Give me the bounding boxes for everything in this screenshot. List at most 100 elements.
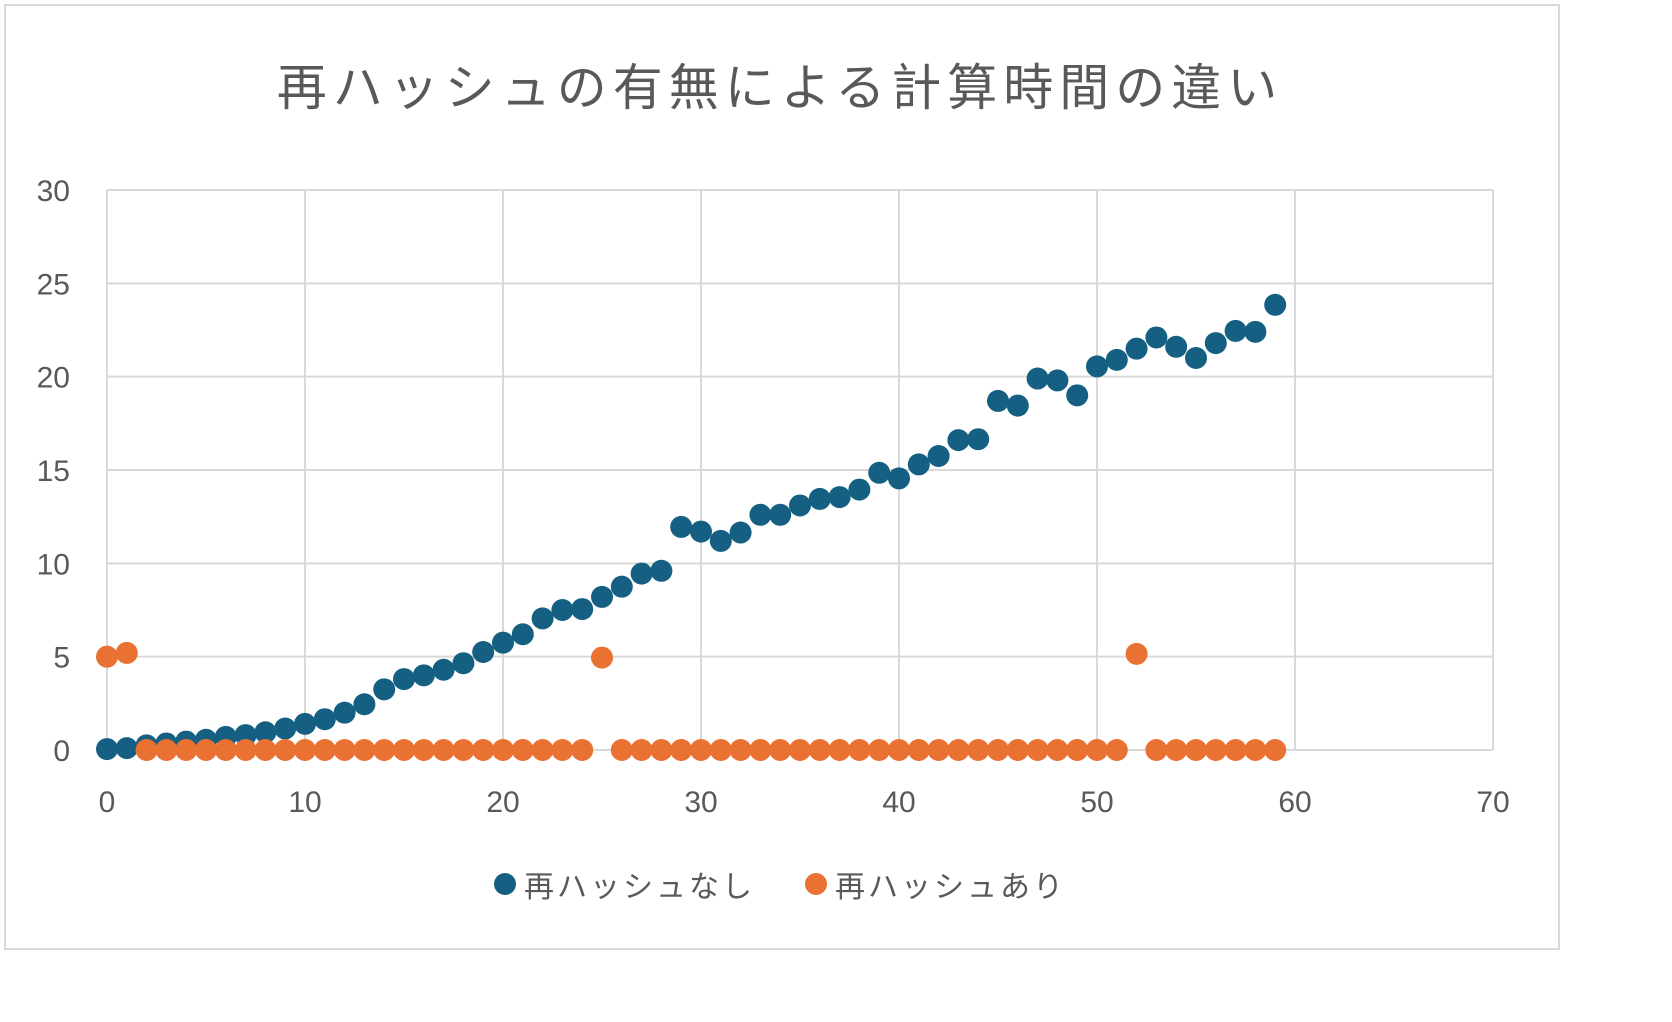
data-point-series-1 (828, 486, 851, 509)
data-point-series-1 (630, 562, 653, 585)
data-point-series-2 (927, 739, 950, 761)
x-tick-label: 0 (99, 786, 116, 819)
data-point-series-1 (1125, 337, 1148, 360)
data-point-series-1 (789, 494, 811, 517)
data-point-series-1 (452, 652, 475, 675)
data-point-series-1 (313, 708, 336, 731)
data-point-series-2 (1105, 739, 1128, 761)
x-tick-label: 20 (486, 786, 519, 819)
data-point-series-1 (412, 664, 435, 687)
data-point-series-2 (650, 739, 673, 761)
data-point-series-2 (1224, 739, 1247, 761)
data-point-series-1 (848, 478, 871, 501)
data-point-series-2 (1185, 739, 1207, 761)
data-point-series-1 (610, 575, 633, 598)
data-point-series-1 (353, 693, 376, 716)
data-point-series-1 (749, 503, 772, 526)
chart-frame (4, 4, 1560, 950)
data-point-series-2 (690, 739, 712, 761)
data-point-series-1 (1105, 348, 1128, 371)
data-point-series-1 (1165, 335, 1188, 358)
data-point-series-1 (393, 668, 415, 691)
data-point-series-2 (551, 739, 574, 761)
data-point-series-1 (551, 599, 574, 621)
data-point-series-2 (729, 739, 752, 761)
data-point-series-2 (670, 739, 693, 761)
data-point-series-2 (947, 739, 970, 761)
data-point-series-2 (769, 739, 792, 761)
legend-label-series-2: 再ハッシュあり (835, 870, 1066, 905)
data-point-series-1 (729, 521, 752, 544)
x-tick-label: 30 (684, 786, 717, 819)
data-point-series-1 (1204, 332, 1227, 355)
data-point-series-2 (135, 739, 158, 761)
data-point-series-1 (868, 461, 891, 484)
data-point-series-2 (1125, 642, 1148, 665)
data-point-series-1 (650, 559, 673, 582)
data-point-series-1 (1046, 369, 1069, 392)
data-point-series-2 (313, 739, 336, 761)
y-tick-label: 25 (37, 268, 70, 301)
plot-area: 0 5 10 15 20 25 30 0 10 20 30 40 50 60 70 (37, 175, 1510, 819)
chart-title: 再ハッシュの有無による計算時間の違い (276, 59, 1284, 117)
data-point-series-1 (709, 529, 732, 552)
y-tick-label: 5 (53, 642, 70, 675)
data-point-series-2 (452, 739, 475, 761)
data-point-series-1 (492, 631, 514, 654)
data-point-series-2 (571, 739, 594, 761)
data-point-series-1 (96, 738, 118, 761)
data-point-series-2 (789, 739, 811, 761)
data-point-series-2 (1204, 739, 1227, 761)
data-point-series-2 (591, 646, 613, 669)
data-point-series-1 (690, 520, 712, 543)
data-point-series-2 (492, 739, 514, 761)
y-tick-label: 20 (37, 362, 70, 395)
data-point-series-2 (353, 739, 376, 761)
x-tick-label: 60 (1278, 786, 1311, 819)
data-point-series-2 (630, 739, 653, 761)
data-point-series-2 (828, 739, 851, 761)
data-point-series-2 (115, 641, 138, 664)
data-point-series-2 (1046, 739, 1069, 761)
data-point-series-1 (591, 585, 613, 608)
data-point-series-1 (1026, 367, 1049, 390)
data-point-series-2 (967, 739, 990, 761)
data-point-series-2 (1165, 739, 1188, 761)
data-point-series-1 (1264, 293, 1287, 316)
data-point-series-2 (1244, 739, 1267, 761)
x-tick-label: 70 (1476, 786, 1509, 819)
data-point-series-2 (472, 739, 495, 761)
data-point-series-2 (709, 739, 732, 761)
data-point-series-2 (155, 739, 178, 761)
data-point-series-2 (393, 739, 415, 761)
data-point-series-1 (1185, 347, 1207, 369)
data-point-series-1 (808, 487, 831, 510)
data-point-series-1 (115, 737, 138, 760)
data-point-series-1 (967, 428, 990, 451)
data-point-series-2 (868, 739, 891, 761)
data-point-series-2 (175, 739, 198, 761)
y-tick-label: 0 (53, 735, 70, 768)
x-tick-label: 50 (1080, 786, 1113, 819)
data-point-series-2 (96, 645, 118, 668)
x-tick-label: 10 (288, 786, 321, 819)
y-tick-label: 10 (37, 548, 70, 581)
data-point-series-2 (333, 739, 356, 761)
data-point-series-1 (1066, 384, 1089, 407)
x-tick-label: 40 (882, 786, 915, 819)
data-point-series-2 (610, 739, 633, 761)
data-point-series-2 (234, 739, 257, 761)
data-point-series-1 (907, 453, 930, 476)
data-point-series-2 (749, 739, 772, 761)
legend: 再ハッシュなし 再ハッシュあり (0, 862, 1560, 906)
data-point-series-2 (214, 739, 237, 761)
legend-marker-series-1 (494, 873, 516, 895)
data-point-series-1 (1145, 326, 1168, 349)
data-point-series-2 (848, 739, 871, 761)
data-point-series-1 (927, 445, 950, 467)
data-point-series-2 (907, 739, 930, 761)
data-point-series-2 (888, 739, 910, 761)
data-point-series-1 (571, 598, 594, 621)
data-point-series-1 (432, 658, 455, 681)
data-point-series-2 (1145, 739, 1168, 761)
